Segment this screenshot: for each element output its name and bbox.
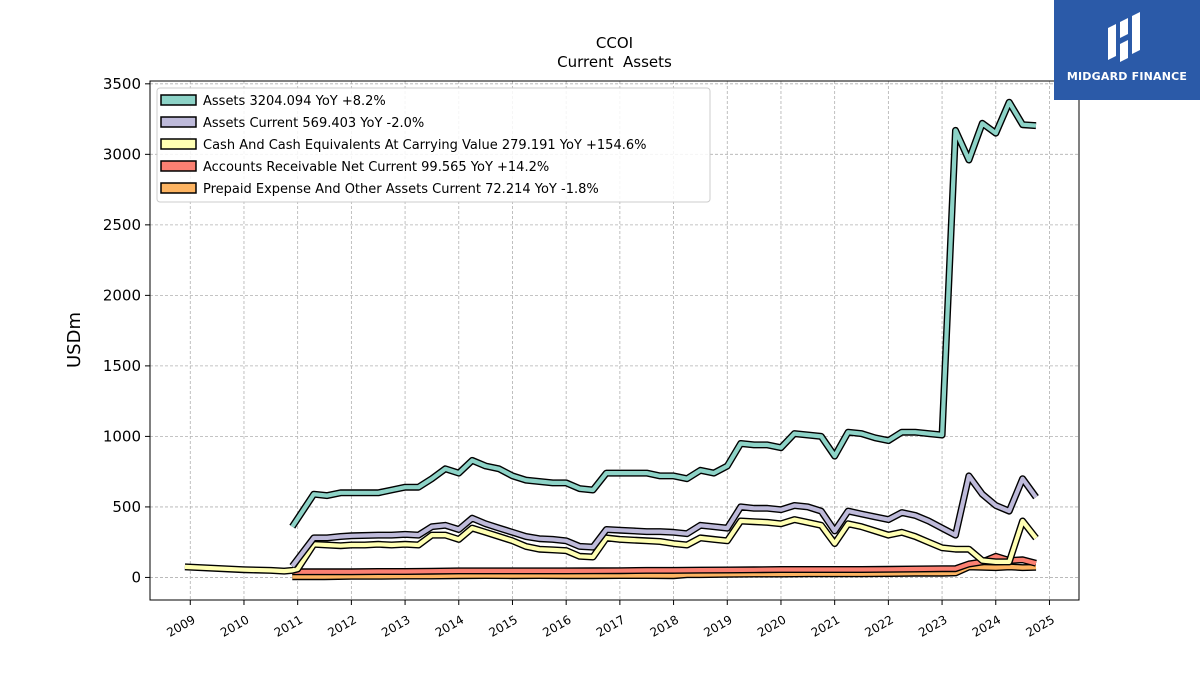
legend-swatch (160, 116, 197, 128)
series-line (184, 517, 1038, 574)
y-tick-label: 500 (112, 498, 141, 516)
x-tick-label: 2013 (379, 612, 412, 639)
x-tick-label: 2010 (218, 612, 251, 639)
x-tick-label: 2024 (970, 612, 1003, 639)
y-tick-label: 1500 (103, 357, 141, 375)
x-tick-label: 2019 (701, 612, 734, 639)
y-tick-label: 3500 (103, 75, 141, 93)
legend-label: Assets Current 569.403 YoY -2.0% (203, 116, 424, 131)
y-tick-label: 1000 (103, 427, 141, 445)
x-tick-label: 2016 (540, 612, 573, 639)
y-tick-label: 3000 (103, 145, 141, 163)
series-line (290, 100, 1037, 528)
legend-swatch (160, 94, 197, 106)
y-tick-label: 0 (131, 568, 141, 586)
x-tick-label: 2022 (862, 612, 895, 639)
chart-subtitle: Current Assets (557, 53, 672, 71)
x-tick-label: 2017 (594, 612, 627, 639)
legend: Assets 3204.094 YoY +8.2% Assets Current … (156, 87, 711, 203)
x-tick-label: 2011 (272, 612, 305, 639)
series-line (292, 554, 1037, 574)
legend-swatch (160, 160, 197, 172)
legend-swatch (160, 182, 197, 194)
brand-name: MIDGARD FINANCE (1066, 70, 1188, 83)
legend-label: Assets 3204.094 YoY +8.2% (203, 94, 386, 109)
legend-label: Accounts Receivable Net Current 99.565 Y… (203, 160, 549, 175)
plot-frame (149, 80, 1080, 601)
legend-swatch (160, 138, 197, 150)
x-tick-label: 2023 (916, 612, 949, 639)
midgard-logo-icon (1108, 12, 1140, 62)
x-tick-label: 2018 (648, 612, 681, 639)
legend-label: Cash And Cash Equivalents At Carrying Va… (203, 138, 646, 153)
y-axis-label: USDm (64, 312, 85, 368)
x-tick-label: 2015 (487, 612, 520, 639)
series-layer (184, 98, 1039, 581)
x-tick-label: 2021 (809, 612, 842, 639)
chart-title: CCOI (596, 34, 633, 52)
y-tick-label: 2500 (103, 216, 141, 234)
x-tick-label: 2020 (755, 612, 788, 639)
x-tick-label: 2025 (1024, 612, 1057, 639)
y-tick-label: 2000 (103, 286, 141, 304)
x-tick-label: 2009 (164, 612, 197, 639)
series-line (290, 473, 1038, 568)
legend-label: Prepaid Expense And Other Assets Current… (203, 182, 599, 197)
legend-box (156, 87, 711, 203)
brand-logo: MIDGARD FINANCE (1054, 0, 1200, 100)
x-tick-label: 2012 (325, 612, 358, 639)
x-tick-label: 2014 (433, 612, 466, 639)
